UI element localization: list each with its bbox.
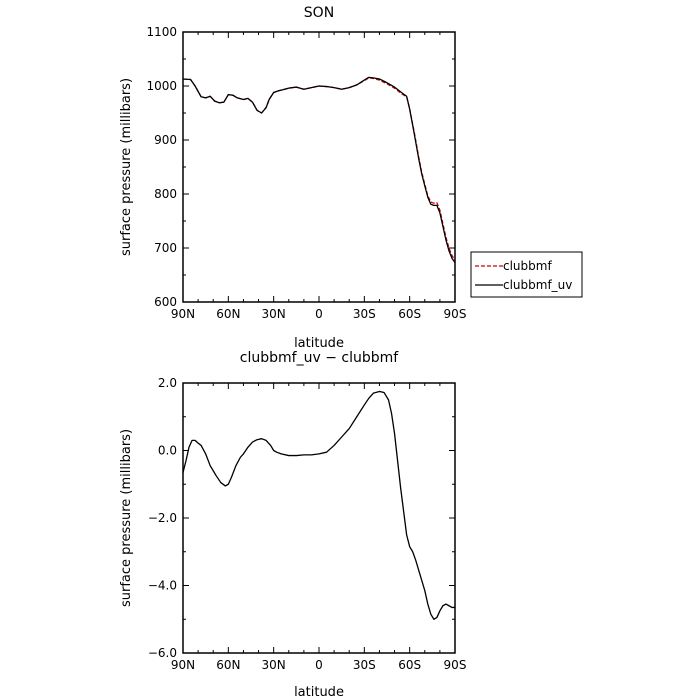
- top-chart-x-tick-label: 0: [315, 307, 323, 321]
- bottom-chart-series-lines: [182, 390, 455, 620]
- bottom-chart-x-tick-label: 0: [315, 658, 323, 672]
- legend-label-clubbmf-uv: clubbmf_uv: [503, 278, 572, 292]
- top-chart-series-line-clubbmf: [182, 77, 456, 261]
- bottom-chart-x-axis-label: latitude: [294, 685, 344, 700]
- bottom-chart-y-tick-label: −4.0: [148, 579, 177, 593]
- top-chart-y-tick-label: 600: [154, 295, 177, 309]
- top-chart-y-axis-label: surface pressure (millibars): [119, 78, 134, 256]
- top-chart-y-tick-label: 700: [154, 241, 177, 255]
- bottom-chart-y-tick-label: 2.0: [158, 376, 177, 390]
- bottom-chart-y-tick-label: −2.0: [148, 511, 177, 525]
- bottom-chart-series-line-difference: [182, 390, 455, 620]
- top-chart-y-tick-label: 900: [154, 133, 177, 147]
- top-chart-panel: SON latitude surface pressure (millibars…: [119, 5, 466, 351]
- top-chart-x-tick-label: 90S: [444, 307, 467, 321]
- bottom-chart-x-tick-label: 90S: [444, 658, 467, 672]
- top-chart-y-tick-label: 800: [154, 187, 177, 201]
- top-chart-tick-labels: 90N 60N 30N 0 30S 60S 90S 600 700 800 900 1000 1100: [146, 25, 466, 321]
- top-chart-series-lines: [182, 76, 456, 263]
- top-chart-x-tick-label: 60S: [398, 307, 421, 321]
- top-chart-x-tick-label: 30S: [353, 307, 376, 321]
- bottom-chart-title: clubbmf_uv − clubbmf: [240, 350, 399, 366]
- bottom-chart-tick-labels: 90N 60N 30N 0 30S 60S 90S −6.0 −4.0 −2.0 0.0 2.0: [148, 376, 467, 672]
- bottom-chart-panel: clubbmf_uv − clubbmf latitude surface pr…: [119, 350, 466, 700]
- bottom-chart-ticks: [182, 382, 456, 654]
- bottom-chart-plot-frame: [182, 382, 456, 654]
- top-chart-y-tick-label: 1100: [146, 25, 177, 39]
- top-chart-y-tick-label: 1000: [146, 79, 177, 93]
- bottom-chart-x-tick-label: 30S: [353, 658, 376, 672]
- bottom-chart-x-tick-label: 90N: [171, 658, 195, 672]
- legend-label-clubbmf: clubbmf: [503, 259, 552, 273]
- top-chart-x-tick-label: 60N: [216, 307, 240, 321]
- top-chart-x-tick-label: 90N: [171, 307, 195, 321]
- bottom-chart-x-tick-label: 30N: [262, 658, 286, 672]
- top-chart-x-tick-label: 30N: [262, 307, 286, 321]
- top-chart-x-axis-label: latitude: [294, 336, 344, 351]
- bottom-chart-y-tick-label: −6.0: [148, 646, 177, 660]
- bottom-chart-x-tick-label: 60S: [398, 658, 421, 672]
- legend-box: [470, 251, 583, 298]
- bottom-chart-x-tick-label: 60N: [216, 658, 240, 672]
- top-chart-legend: clubbmf clubbmf_uv: [470, 251, 583, 298]
- top-chart-ticks: [182, 31, 456, 303]
- top-chart-plot-frame: [182, 31, 456, 303]
- bottom-chart-y-tick-label: 0.0: [158, 444, 177, 458]
- top-chart-series-line-clubbmf-uv: [182, 76, 456, 263]
- top-chart-title: SON: [304, 5, 334, 21]
- bottom-chart-y-axis-label: surface pressure (millibars): [119, 429, 134, 607]
